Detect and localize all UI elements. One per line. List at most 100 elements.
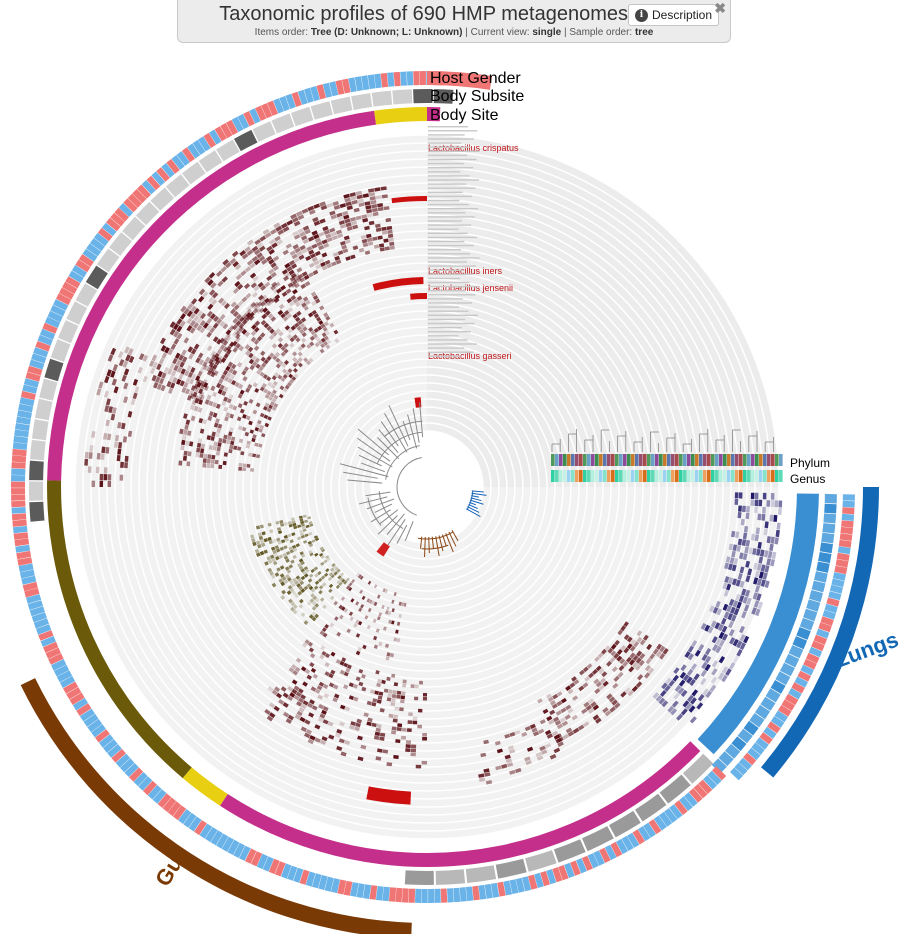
- heatmap-cell: [333, 204, 341, 210]
- host-gender-cell: [428, 888, 435, 903]
- layer-ring: [339, 399, 515, 575]
- heatmap-cell: [183, 413, 188, 419]
- heatmap-cell: [276, 692, 282, 699]
- heatmap-cell: [218, 464, 223, 469]
- heatmap-cell: [304, 229, 311, 235]
- body-subsite-cell: [35, 398, 53, 421]
- highlighted-taxon-label[interactable]: Lactobacillus jensenii: [428, 283, 513, 293]
- heatmap-cell: [210, 463, 215, 469]
- heatmap-cell: [381, 604, 385, 609]
- phylum-cell: [763, 454, 767, 466]
- heatmap-cell: [232, 340, 238, 347]
- heatmap-cell: [293, 604, 298, 609]
- close-icon[interactable]: ✖: [714, 0, 726, 16]
- heatmap-cell: [256, 335, 263, 342]
- heatmap-cell: [334, 255, 340, 261]
- heatmap-cell: [307, 540, 312, 545]
- heatmap-cell: [312, 295, 319, 301]
- host-gender-cell: [367, 74, 376, 90]
- heatmap-cell: [302, 514, 307, 518]
- heatmap-cell: [268, 396, 273, 401]
- item-label: [428, 150, 480, 152]
- heatmap-cell: [716, 608, 722, 616]
- heatmap-cell: [304, 281, 311, 287]
- body-subsite-cell: [28, 481, 44, 501]
- item-label: [428, 310, 469, 312]
- highlighted-taxon-label[interactable]: Lactobacillus crispatus: [428, 143, 519, 153]
- heatmap-cell: [251, 324, 257, 330]
- heatmap-cell: [297, 273, 304, 280]
- host-gender-cell: [341, 78, 351, 94]
- tree-branch: [435, 536, 440, 557]
- heatmap-cell: [118, 442, 123, 449]
- heatmap-cell: [571, 714, 578, 721]
- description-button[interactable]: i Description: [628, 4, 720, 26]
- host-gender-cell: [11, 513, 27, 521]
- heatmap-cell: [280, 686, 287, 692]
- phylum-cell: [683, 454, 687, 466]
- heatmap-cell: [184, 370, 190, 377]
- heatmap-cell: [229, 373, 235, 380]
- heatmap-cell: [309, 335, 315, 341]
- host-gender-cell: [408, 888, 416, 903]
- heatmap-cell: [762, 572, 768, 580]
- heatmap-cell: [219, 344, 226, 351]
- heatmap-cell: [332, 697, 338, 703]
- heatmap-cell: [313, 535, 319, 539]
- heatmap-cell: [292, 244, 299, 250]
- heatmap-cell: [609, 706, 616, 713]
- heatmap-cell: [521, 731, 528, 737]
- heatmap-cell: [375, 727, 381, 733]
- layer-ring: [211, 271, 643, 703]
- heatmap-cell: [287, 577, 292, 582]
- heatmap-cell: [552, 693, 559, 700]
- genus-cell: [691, 470, 695, 482]
- host-gender-cell: [632, 829, 645, 845]
- heatmap-cell: [263, 388, 269, 394]
- host-gender-cell: [101, 222, 117, 237]
- layer-ring: [131, 191, 723, 783]
- heatmap-cell: [769, 543, 774, 552]
- heatmap-cell: [405, 748, 411, 752]
- heatmap-cell: [290, 325, 296, 331]
- heatmap-cell: [704, 624, 711, 632]
- heatmap-cell: [274, 281, 281, 288]
- heatmap-cell: [509, 731, 516, 737]
- heatmap-cell: [400, 699, 405, 704]
- heatmap-cell: [356, 718, 362, 724]
- heatmap-cell: [304, 573, 309, 578]
- host-gender-cell: [354, 76, 364, 92]
- heatmap-cell: [359, 589, 364, 594]
- host-gender-cell: [684, 792, 698, 807]
- heatmap-cell: [375, 628, 380, 633]
- highlighted-taxon-label[interactable]: Lactobacillus gasseri: [428, 351, 512, 361]
- heatmap-cell: [277, 374, 283, 380]
- heatmap-cell: [344, 197, 351, 203]
- heatmap-cell: [246, 305, 253, 312]
- heatmap-cell: [602, 707, 609, 714]
- host-gender-cell: [17, 410, 32, 419]
- heatmap-cell: [345, 201, 352, 207]
- heatmap-cell: [739, 625, 745, 634]
- heatmap-cell: [398, 601, 402, 606]
- heatmap-cell: [255, 363, 261, 369]
- heatmap-cell: [509, 748, 516, 754]
- heatmap-cell: [289, 587, 295, 593]
- heatmap-cell: [189, 393, 195, 399]
- heatmap-cell: [306, 583, 312, 588]
- heatmap-cell: [422, 733, 427, 737]
- heatmap-cell: [186, 325, 193, 332]
- heatmap-cell: [280, 581, 286, 587]
- highlighted-taxon-label[interactable]: Lactobacillus iners: [428, 266, 503, 276]
- heatmap-cell: [551, 703, 558, 709]
- heatmap-cell: [745, 512, 750, 520]
- heatmap-cell: [350, 721, 356, 726]
- heatmap-cell: [744, 546, 749, 554]
- heatmap-cell: [414, 684, 419, 689]
- heatmap-cell: [373, 735, 380, 740]
- heatmap-cell: [723, 589, 730, 597]
- heatmap-cell: [259, 332, 266, 338]
- heatmap-cell: [687, 645, 694, 653]
- heatmap-cell: [407, 720, 413, 724]
- host-gender-cell: [93, 232, 109, 247]
